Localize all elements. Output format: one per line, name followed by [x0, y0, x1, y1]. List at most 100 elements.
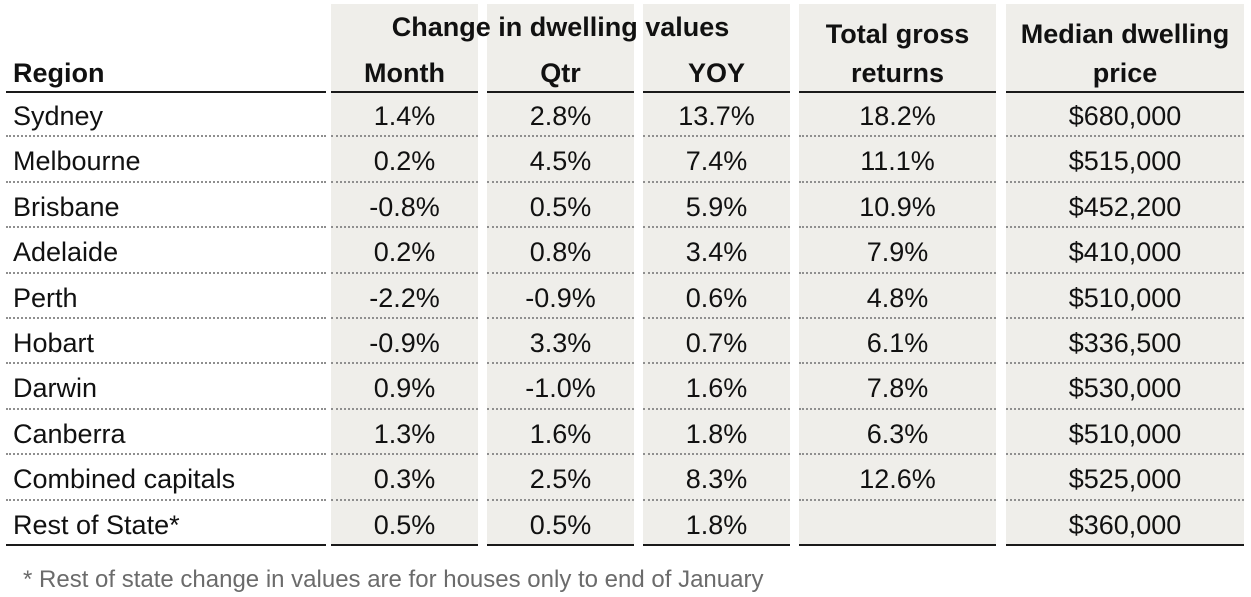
- row-separator: [799, 362, 996, 365]
- row-separator: [487, 135, 634, 138]
- table-row: Hobart -0.9% 3.3% 0.7% 6.1% $336,500: [0, 319, 1251, 365]
- row-separator: [1006, 543, 1244, 546]
- qtr-cell: 2.8%: [529, 101, 592, 131]
- row-separator: [1006, 498, 1244, 501]
- table-row: Sydney 1.4% 2.8% 13.7% 18.2% $680,000: [0, 92, 1251, 138]
- table-row: Brisbane -0.8% 0.5% 5.9% 10.9% $452,200: [0, 183, 1251, 229]
- region-cell: Brisbane: [13, 191, 120, 222]
- qtr-cell: 0.5%: [529, 509, 592, 540]
- region-cell: Canberra: [13, 418, 126, 449]
- qtr-cell: 2.5%: [529, 464, 592, 495]
- row-separator: [799, 226, 996, 229]
- month-header: Month: [364, 58, 445, 88]
- row-separator: [643, 407, 790, 410]
- row-separator: [799, 453, 996, 456]
- row-separator: [799, 135, 996, 138]
- row-separator: [487, 316, 634, 319]
- row-separator: [6, 362, 326, 365]
- qtr-cell: -0.9%: [525, 282, 596, 313]
- region-cell: Hobart: [13, 327, 95, 358]
- row-separator: [331, 226, 478, 229]
- table-row: Adelaide 0.2% 0.8% 3.4% 7.9% $410,000: [0, 228, 1251, 274]
- row-separator: [643, 543, 790, 546]
- row-separator: [6, 407, 326, 410]
- row-separator: [643, 498, 790, 501]
- row-separator: [331, 407, 478, 410]
- row-separator: [487, 453, 634, 456]
- qtr-cell: 1.6%: [529, 418, 592, 449]
- row-separator: [6, 271, 326, 274]
- month-cell: 0.5%: [373, 509, 436, 540]
- row-separator: [331, 362, 478, 365]
- yoy-cell: 0.6%: [685, 282, 748, 313]
- month-cell: 0.9%: [373, 373, 436, 404]
- row-separator: [643, 453, 790, 456]
- row-separator: [1006, 316, 1244, 319]
- row-separator: [6, 316, 326, 319]
- row-separator: [331, 271, 478, 274]
- yoy-header: YOY: [687, 58, 746, 88]
- month-cell: 0.2%: [373, 237, 436, 268]
- total-returns-cell: 10.9%: [859, 191, 936, 222]
- median-price-cell: $515,000: [1068, 146, 1182, 177]
- row-separator: [331, 498, 478, 501]
- region-cell: Rest of State*: [13, 509, 180, 540]
- yoy-cell: 0.7%: [685, 327, 748, 358]
- total-returns-cell: 18.2%: [859, 101, 936, 131]
- row-separator: [1006, 362, 1244, 365]
- yoy-cell: 1.8%: [685, 418, 748, 449]
- month-cell: 1.3%: [373, 418, 436, 449]
- yoy-cell: 13.7%: [678, 101, 755, 131]
- row-separator: [487, 271, 634, 274]
- month-cell: -0.8%: [369, 191, 440, 222]
- yoy-cell: 1.8%: [685, 509, 748, 540]
- yoy-cell: 7.4%: [685, 146, 748, 177]
- row-separator: [1006, 271, 1244, 274]
- median-price-cell: $452,200: [1068, 191, 1182, 222]
- median-price-cell: $410,000: [1068, 237, 1182, 268]
- median-dwelling-price-header-line2: price: [1092, 58, 1158, 88]
- total-gross-returns-header-line1: Total gross: [825, 19, 970, 49]
- yoy-cell: 8.3%: [685, 464, 748, 495]
- row-separator: [799, 180, 996, 183]
- total-returns-cell: 7.8%: [866, 373, 929, 404]
- row-separator: [799, 543, 996, 546]
- row-separator: [643, 180, 790, 183]
- table-row: Darwin 0.9% -1.0% 1.6% 7.8% $530,000: [0, 364, 1251, 410]
- yoy-cell: 3.4%: [685, 237, 748, 268]
- row-separator: [331, 543, 478, 546]
- median-price-cell: $510,000: [1068, 282, 1182, 313]
- header-rule-region: [6, 91, 326, 93]
- total-returns-cell: 6.1%: [866, 327, 929, 358]
- header-rule-median: [1006, 91, 1244, 93]
- row-separator: [487, 180, 634, 183]
- row-separator: [643, 362, 790, 365]
- qtr-cell: 3.3%: [529, 327, 592, 358]
- total-returns-cell: 4.8%: [866, 282, 929, 313]
- total-returns-cell: 7.9%: [866, 237, 929, 268]
- row-separator: [6, 180, 326, 183]
- row-separator: [1006, 180, 1244, 183]
- month-cell: -2.2%: [369, 282, 440, 313]
- region-cell: Darwin: [13, 373, 98, 404]
- row-separator: [6, 498, 326, 501]
- region-cell: Combined capitals: [13, 464, 236, 495]
- month-cell: -0.9%: [369, 327, 440, 358]
- footnote: * Rest of state change in values are for…: [23, 566, 764, 593]
- header-rule-total: [799, 91, 996, 93]
- row-separator: [799, 271, 996, 274]
- row-separator: [799, 498, 996, 501]
- region-cell: Perth: [13, 282, 78, 313]
- header-rule-yoy: [643, 91, 790, 93]
- row-separator: [643, 316, 790, 319]
- table-row: Combined capitals 0.3% 2.5% 8.3% 12.6% $525,0…: [0, 455, 1251, 501]
- median-price-cell: $336,500: [1068, 327, 1182, 358]
- table-row: Perth -2.2% -0.9% 0.6% 4.8% $510,000: [0, 274, 1251, 319]
- row-separator: [1006, 226, 1244, 229]
- median-price-cell: $530,000: [1068, 373, 1182, 404]
- median-price-cell: $680,000: [1068, 101, 1182, 131]
- row-separator: [799, 316, 996, 319]
- yoy-cell: 5.9%: [685, 191, 748, 222]
- row-separator: [1006, 135, 1244, 138]
- header-rule-month: [331, 91, 478, 93]
